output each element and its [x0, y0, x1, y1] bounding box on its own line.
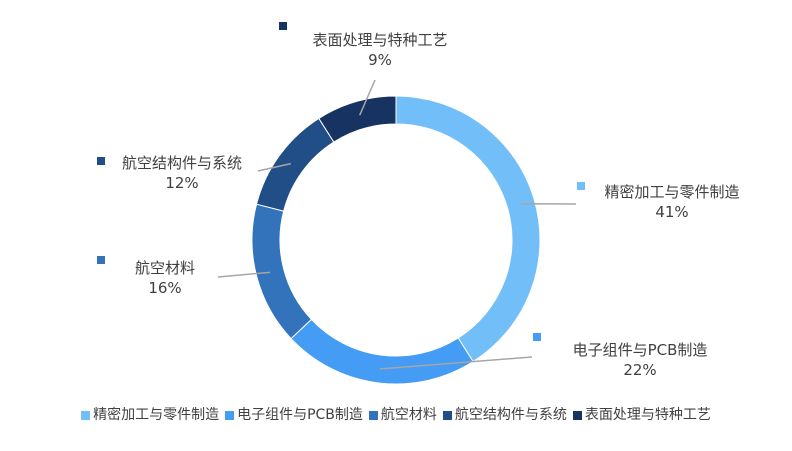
legend-swatch — [81, 410, 91, 420]
legend-swatch — [225, 410, 235, 420]
data-label-category: 精密加工与零件制造 — [604, 183, 740, 201]
legend-item: 精密加工与零件制造 — [81, 404, 219, 424]
data-label-category: 航空材料 — [134, 259, 195, 277]
leader-line — [217, 271, 271, 278]
data-label: 航空材料 16% — [100, 258, 230, 298]
label-color-key — [533, 333, 541, 341]
legend-label: 电子组件与PCB制造 — [237, 407, 363, 423]
data-label-value: 22% — [623, 361, 657, 379]
data-label-category: 表面处理与特种工艺 — [312, 31, 448, 49]
donut-slice — [395, 95, 541, 363]
data-label: 表面处理与特种工艺 9% — [290, 30, 470, 70]
legend-label: 航空材料 — [380, 407, 437, 423]
legend-label: 表面处理与特种工艺 — [584, 407, 711, 423]
donut-slice — [290, 318, 474, 385]
data-label: 航空结构件与系统 12% — [96, 153, 268, 193]
data-label: 电子组件与PCB制造 22% — [556, 340, 724, 380]
data-label: 精密加工与零件制造 41% — [592, 182, 752, 222]
label-color-key — [577, 182, 585, 190]
data-label-value: 41% — [655, 203, 689, 221]
label-color-key — [279, 22, 287, 30]
legend-item: 航空材料 — [368, 404, 437, 424]
legend-swatch — [572, 410, 582, 420]
donut-slice — [251, 203, 313, 340]
data-label-category: 电子组件与PCB制造 — [572, 341, 708, 359]
donut-slice — [255, 117, 335, 212]
chart-legend: 精密加工与零件制造 电子组件与PCB制造 航空材料 航空结构件与系统 表面处理与特种工艺 — [0, 404, 792, 424]
data-label-value: 9% — [368, 51, 392, 69]
leader-line — [257, 162, 291, 172]
legend-item: 航空结构件与系统 — [442, 404, 567, 424]
legend-item: 表面处理与特种工艺 — [572, 404, 711, 424]
data-label-value: 12% — [165, 174, 199, 192]
data-label-value: 16% — [148, 279, 182, 297]
leader-line — [379, 356, 533, 370]
legend-label: 航空结构件与系统 — [454, 407, 567, 423]
legend-label: 精密加工与零件制造 — [93, 407, 220, 423]
label-color-key — [97, 157, 105, 165]
legend-swatch — [442, 410, 452, 420]
legend-item: 电子组件与PCB制造 — [225, 404, 363, 424]
data-label-category: 航空结构件与系统 — [121, 154, 242, 172]
legend-swatch — [368, 410, 378, 420]
leader-line — [359, 79, 376, 116]
donut-slice — [318, 95, 397, 143]
label-color-key — [97, 256, 105, 264]
